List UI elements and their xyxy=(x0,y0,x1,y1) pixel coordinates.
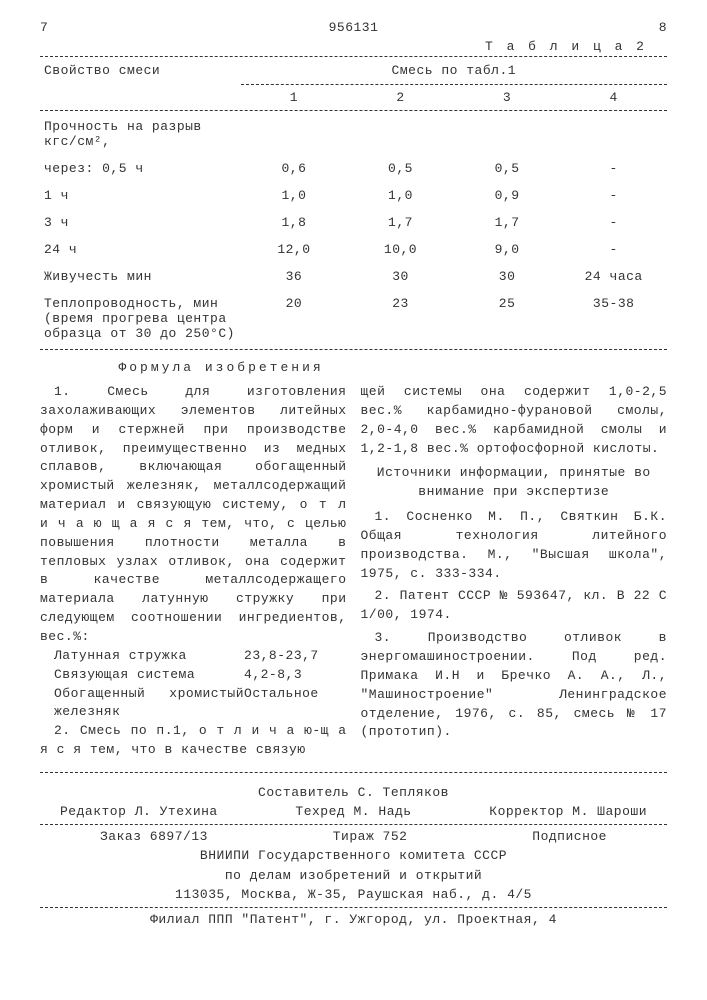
table-cell: 1,0 xyxy=(241,182,348,209)
subheader-rule xyxy=(241,84,667,85)
row-label: Теплопроводность, мин (время прогрева це… xyxy=(40,290,241,347)
table-cell: 9,0 xyxy=(454,236,561,263)
table-title: Т а б л и ц а 2 xyxy=(40,39,667,54)
print-run: Тираж 752 xyxy=(333,827,408,847)
table-cell: 25 xyxy=(454,290,561,347)
col-1: 1 xyxy=(241,87,348,108)
table-cell: 23 xyxy=(347,290,454,347)
address-line: 113035, Москва, Ж-35, Раушская наб., д. … xyxy=(40,885,667,905)
table-row: 3 ч1,81,71,7- xyxy=(40,209,667,236)
page-header: 7 956131 8 xyxy=(40,20,667,35)
order-number: Заказ 6897/13 xyxy=(100,827,208,847)
ingredients-list: Латунная стружка23,8-23,7Связующая систе… xyxy=(40,647,347,722)
compiler: Составитель С. Тепляков xyxy=(40,783,667,803)
table-cell xyxy=(454,113,561,155)
reference-1: 1. Сосненко М. П., Святкин Б.К. Общая те… xyxy=(361,508,668,583)
table-cell xyxy=(560,113,667,155)
reference-3: 3. Производство отливок в энергомашиност… xyxy=(361,629,668,742)
techred: Техред М. Надь xyxy=(295,802,411,822)
table-row: Прочность на разрыв кгс/см², xyxy=(40,113,667,155)
ingredient-label: Латунная стружка xyxy=(40,647,244,666)
ingredient-row: Связующая система4,2-8,3 xyxy=(40,666,347,685)
claim-2-cont: щей системы она содержит 1,0-2,5 вес.% к… xyxy=(361,383,668,458)
branch-line: Филиал ППП "Патент", г. Ужгород, ул. Про… xyxy=(40,910,667,930)
table-cell: 10,0 xyxy=(347,236,454,263)
claim-2: 2. Смесь по п.1, о т л и ч а ю-щ а я с я… xyxy=(40,722,347,760)
table-body: Прочность на разрыв кгс/см²,через: 0,5 ч… xyxy=(40,113,667,347)
org-line-1: ВНИИПИ Государственного комитета СССР xyxy=(40,846,667,866)
table-cell: 12,0 xyxy=(241,236,348,263)
ingredient-value: Остальное xyxy=(244,685,346,723)
prop-col-header: Свойство смеси xyxy=(40,59,241,87)
ingredient-label: Связующая система xyxy=(40,666,244,685)
ingredient-row: Обогащенный хромистый железнякОстальное xyxy=(40,685,347,723)
col-4: 4 xyxy=(560,87,667,108)
colophon-rule-top xyxy=(40,772,667,773)
ingredient-row: Латунная стружка23,8-23,7 xyxy=(40,647,347,666)
table-cell: 36 xyxy=(241,263,348,290)
ingredient-value: 4,2-8,3 xyxy=(244,666,346,685)
table-cell: - xyxy=(560,155,667,182)
page-num-right: 8 xyxy=(659,20,667,35)
colophon-rule-2 xyxy=(40,907,667,908)
table-cell: 1,7 xyxy=(347,209,454,236)
row-label: 24 ч xyxy=(40,236,241,263)
table-cell: 1,8 xyxy=(241,209,348,236)
org-line-2: по делам изобретений и открытий xyxy=(40,866,667,886)
table-row: 24 ч12,010,09,0- xyxy=(40,236,667,263)
table-row: через: 0,5 ч0,60,50,5- xyxy=(40,155,667,182)
table-cell: 1,7 xyxy=(454,209,561,236)
table-rule-top xyxy=(40,56,667,57)
table-cell: 30 xyxy=(347,263,454,290)
table-cell: 30 xyxy=(454,263,561,290)
row-label: 3 ч xyxy=(40,209,241,236)
table-cell: 35-38 xyxy=(560,290,667,347)
claim-1: 1. Смесь для изготовления захолаживающих… xyxy=(40,383,347,647)
reference-2: 2. Патент СССР № 593647, кл. В 22 С 1/00… xyxy=(361,587,668,625)
editor: Редактор Л. Утехина xyxy=(60,802,218,822)
row-label: Живучесть мин xyxy=(40,263,241,290)
row-label: Прочность на разрыв кгс/см², xyxy=(40,113,241,155)
colophon: Составитель С. Тепляков Редактор Л. Утех… xyxy=(40,783,667,930)
table-row: Живучесть мин36303024 часа xyxy=(40,263,667,290)
table-cell: 0,6 xyxy=(241,155,348,182)
table-rule-mid xyxy=(40,110,667,111)
row-label: 1 ч xyxy=(40,182,241,209)
column-left: 1. Смесь для изготовления захолаживающих… xyxy=(40,383,347,760)
table-cell: 0,5 xyxy=(347,155,454,182)
table-cell xyxy=(241,113,348,155)
col-3: 3 xyxy=(454,87,561,108)
ingredient-label: Обогащенный хромистый железняк xyxy=(40,685,244,723)
formula-heading: Формула изобретения xyxy=(80,360,362,375)
table-cell xyxy=(347,113,454,155)
colophon-rule-1 xyxy=(40,824,667,825)
doc-number: 956131 xyxy=(329,20,379,35)
table-cell: 0,5 xyxy=(454,155,561,182)
table-cell: 24 часа xyxy=(560,263,667,290)
corrector: Корректор М. Шароши xyxy=(489,802,647,822)
subscription: Подписное xyxy=(532,827,607,847)
table-cell: 0,9 xyxy=(454,182,561,209)
table-cell: - xyxy=(560,209,667,236)
table-rule-bot xyxy=(40,349,667,350)
table-cell: - xyxy=(560,236,667,263)
table-row: 1 ч1,01,00,9- xyxy=(40,182,667,209)
text-columns: 1. Смесь для изготовления захолаживающих… xyxy=(40,383,667,760)
table-row: Теплопроводность, мин (время прогрева це… xyxy=(40,290,667,347)
table-cell: 1,0 xyxy=(347,182,454,209)
column-right: щей системы она содержит 1,0-2,5 вес.% к… xyxy=(361,383,668,760)
data-table: Свойство смеси Смесь по табл.1 1 2 3 4 xyxy=(40,59,667,108)
page-num-left: 7 xyxy=(40,20,48,35)
mix-col-header: Смесь по табл.1 xyxy=(241,59,667,82)
col-2: 2 xyxy=(347,87,454,108)
table-cell: - xyxy=(560,182,667,209)
table-cell: 20 xyxy=(241,290,348,347)
ingredient-value: 23,8-23,7 xyxy=(244,647,346,666)
row-label: через: 0,5 ч xyxy=(40,155,241,182)
references-heading: Источники информации, принятые во вниман… xyxy=(361,464,668,502)
